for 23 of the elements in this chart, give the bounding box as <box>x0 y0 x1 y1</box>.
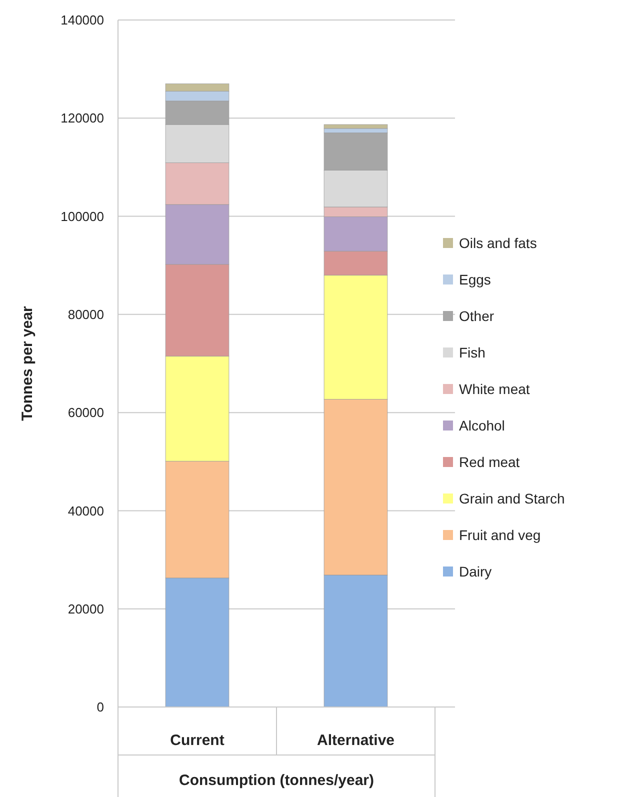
legend-label: Eggs <box>459 271 491 288</box>
x-tick-label: Alternative <box>316 732 395 749</box>
y-tick-label: 0 <box>96 700 104 715</box>
y-tick-label: 120000 <box>60 110 104 126</box>
bar <box>324 124 388 129</box>
x-axis-title: Consumption (tonnes/year) <box>178 772 374 789</box>
legend-label: Fish <box>459 344 486 360</box>
legend-label: Dairy <box>459 563 492 580</box>
legend-label: Fruit and veg <box>459 526 541 543</box>
y-tick-label: 140000 <box>60 12 104 28</box>
y-axis-title: Tonnes per year <box>19 306 36 421</box>
x-tick-label: Current <box>170 732 224 749</box>
y-tick-label: 40000 <box>68 503 104 518</box>
legend-label: Red meat <box>459 454 520 470</box>
y-tick-label: 80000 <box>68 306 104 322</box>
legend-label: Other <box>459 308 494 324</box>
legend-label: Grain and Starch <box>459 490 565 506</box>
y-tick-label: 20000 <box>68 601 104 616</box>
legend-label: Oils and fats <box>459 234 537 251</box>
y-tick-label: 100000 <box>60 208 104 224</box>
legend-label: White meat <box>459 380 530 397</box>
legend-label: Alcohol <box>459 417 505 434</box>
y-tick-label: 60000 <box>68 405 104 420</box>
